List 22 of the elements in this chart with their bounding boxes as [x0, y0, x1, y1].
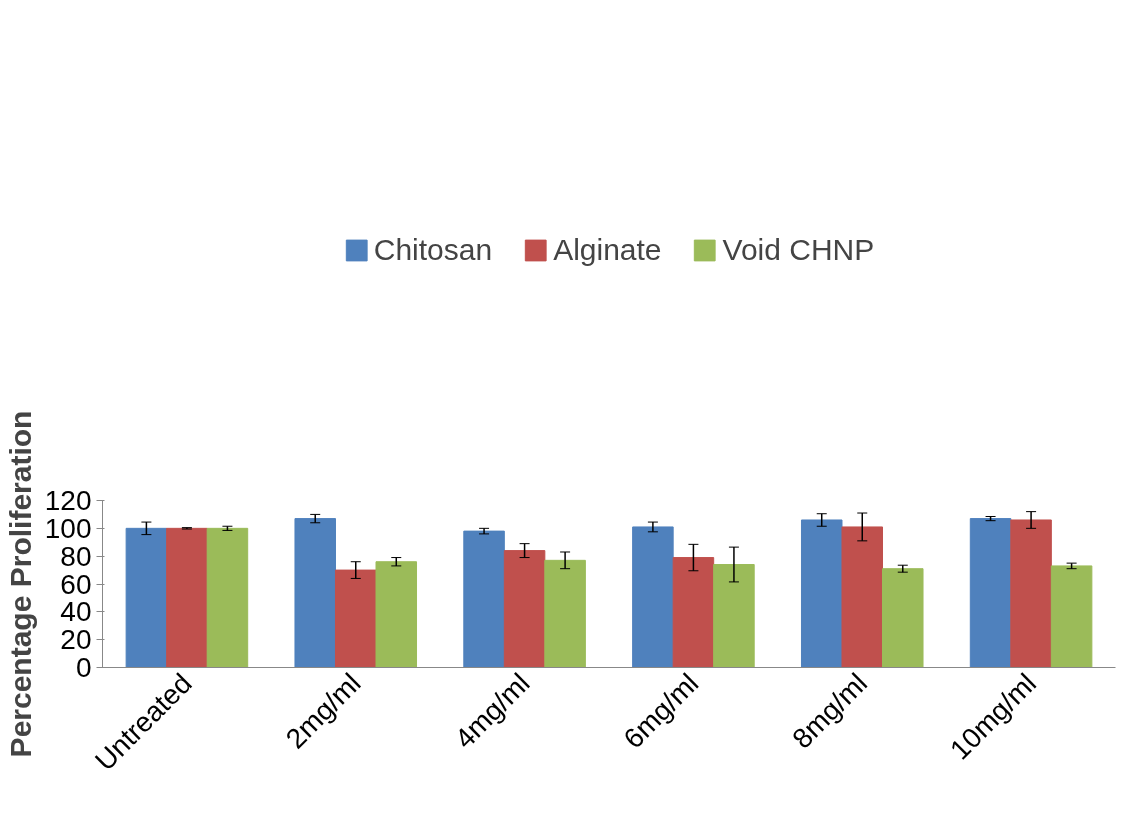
- bar: [1010, 519, 1052, 668]
- bar: [713, 564, 755, 668]
- bar: [544, 559, 586, 668]
- bar: [463, 530, 505, 668]
- bar: [503, 550, 546, 668]
- bar: [672, 557, 715, 668]
- bar: [334, 569, 377, 668]
- bar: [969, 518, 1012, 668]
- bar: [166, 527, 208, 668]
- bar: [800, 519, 843, 668]
- bar: [294, 518, 336, 668]
- bar: [882, 568, 924, 668]
- bar: [1050, 565, 1093, 668]
- bar: [841, 526, 884, 668]
- bar: [206, 527, 249, 668]
- legend-label: Alginate: [553, 233, 662, 267]
- bar: [375, 561, 418, 668]
- legend-label: Chitosan: [373, 233, 493, 267]
- legend-label: Void CHNP: [722, 233, 875, 267]
- bar: [125, 527, 168, 668]
- y-axis-title: Percentage Proliferation: [3, 410, 37, 758]
- bar: [632, 526, 674, 668]
